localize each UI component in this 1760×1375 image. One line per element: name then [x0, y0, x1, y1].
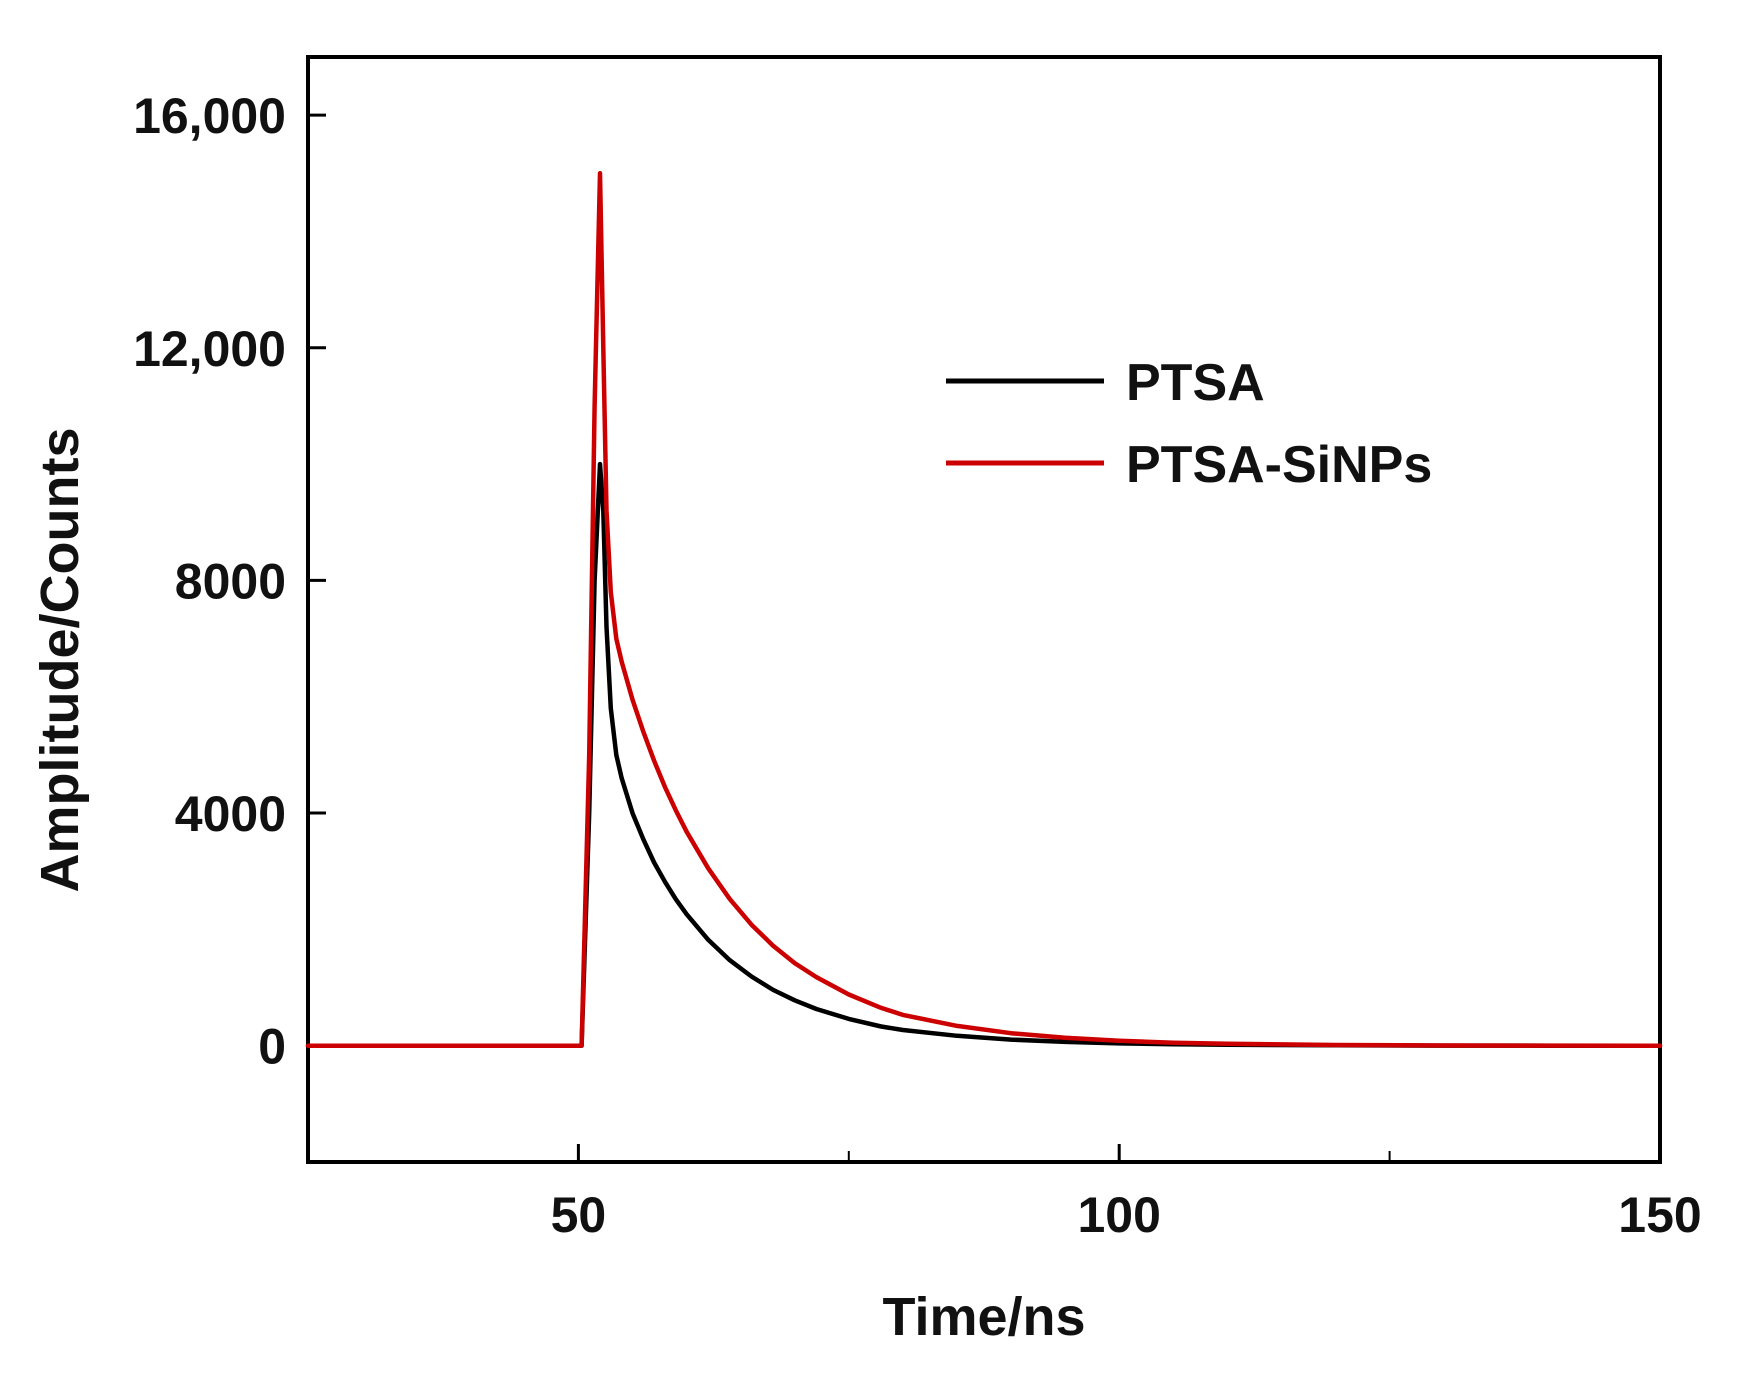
series-line-ptsa: [305, 461, 1663, 1048]
x-tick-label-100: 100: [1077, 1187, 1160, 1243]
x-axis-ticks: 50 100 150: [551, 1144, 1702, 1243]
x-axis-title: Time/ns: [882, 1287, 1085, 1347]
y-axis-ticks: 0 4000 8000 12,000 16,000: [133, 88, 326, 1075]
y-tick-label-4000: 4000: [175, 786, 286, 842]
y-axis-title: Amplitude/Counts: [30, 428, 90, 893]
legend-label-ptsa-sinps: PTSA-SiNPs: [1126, 436, 1432, 494]
series-line-ptsa-sinps: [305, 171, 1663, 1048]
legend: PTSA PTSA-SiNPs: [946, 354, 1432, 494]
x-tick-label-50: 50: [551, 1187, 607, 1243]
x-tick-label-150: 150: [1618, 1187, 1701, 1243]
y-tick-label-12000: 12,000: [133, 321, 286, 377]
y-tick-label-16000: 16,000: [133, 88, 286, 144]
y-tick-label-8000: 8000: [175, 553, 286, 609]
series-layer: [305, 171, 1663, 1048]
y-tick-label-0: 0: [258, 1019, 286, 1075]
legend-label-ptsa: PTSA: [1126, 354, 1265, 412]
plot-frame: [306, 55, 1662, 1164]
